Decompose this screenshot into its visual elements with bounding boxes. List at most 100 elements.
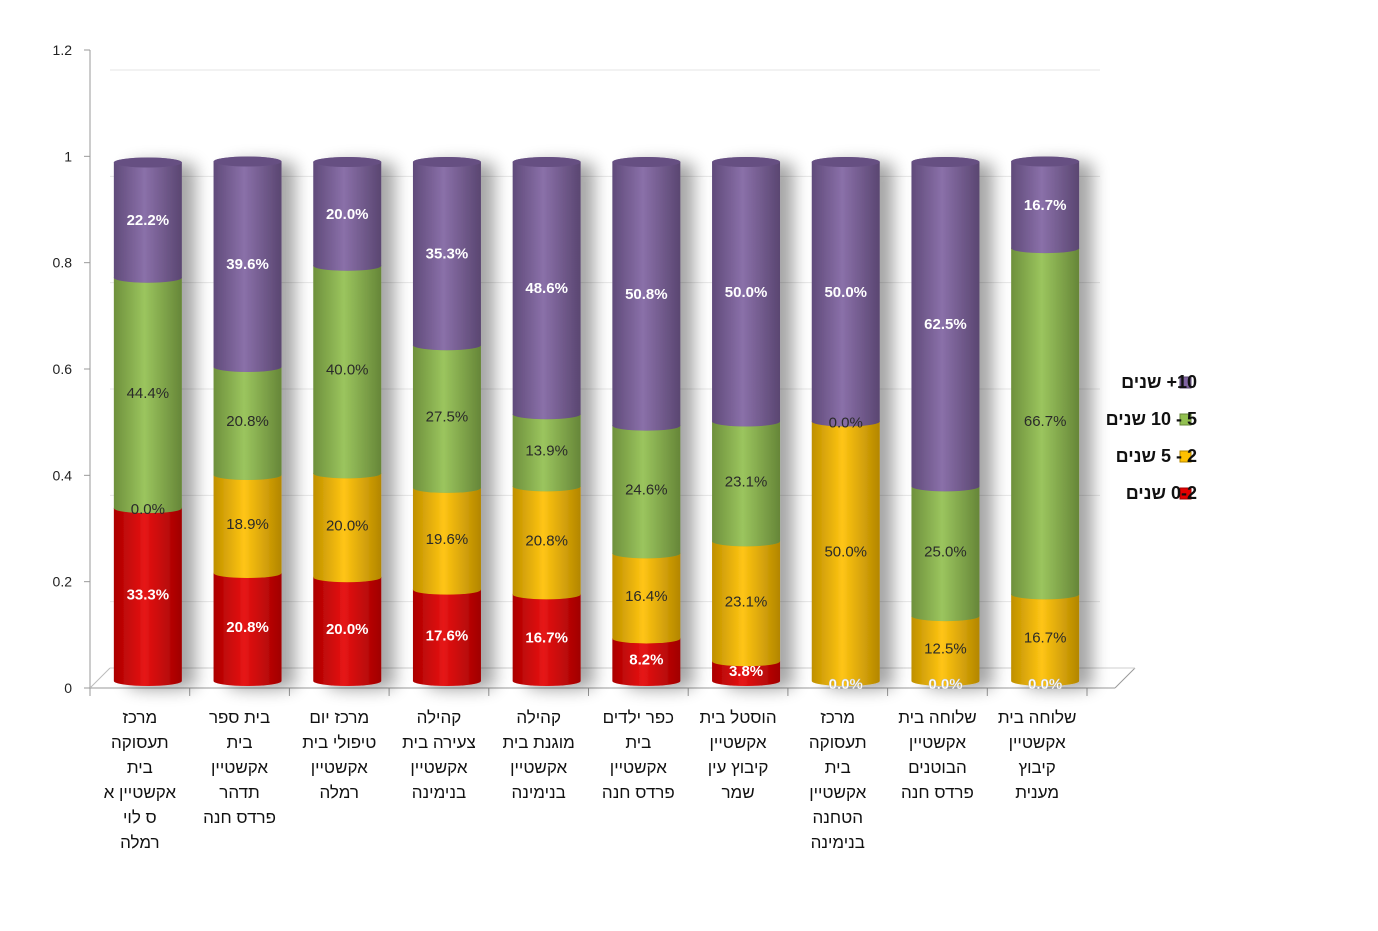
category-label-line: קהילה [516, 708, 561, 727]
bar-stack [512, 157, 581, 686]
category-label: הוסטל בית אקשטיין קיבוץ עין שמר [699, 708, 776, 802]
data-label: 23.1% [725, 593, 768, 610]
data-label: 16.4% [625, 588, 668, 605]
category-label: קהילה מוגנת בית אקשטיין בנימינה [502, 708, 574, 802]
category-label: מרכז יום טיפולי בית אקשטיין רמלה [302, 708, 376, 802]
bar-stack [712, 157, 781, 686]
data-label: 48.6% [525, 280, 568, 297]
bar-stack [113, 157, 182, 687]
data-label: 16.7% [525, 630, 568, 647]
legend-label: 2 - 5 שנים [1116, 446, 1197, 466]
bar-segment-body [712, 661, 781, 686]
bar-segment-body [313, 162, 382, 271]
category-label-line: בית [625, 733, 651, 752]
data-label: 16.7% [1024, 197, 1067, 214]
category-label: קהילה צעירה בית אקשטיין בנימינה [402, 708, 476, 802]
bar-stack [412, 157, 481, 686]
bar-segment-body [1011, 594, 1080, 686]
data-label: 62.5% [924, 316, 967, 333]
bar-cap [911, 157, 980, 167]
y-tick-label: 1 [64, 148, 72, 164]
legend-swatch [1179, 376, 1192, 389]
category-label-line: צעירה בית [402, 733, 476, 752]
category-label: שלוחה בית אקשטיין קיבוץ מענית [998, 708, 1077, 802]
category-label-line: בית ספר [209, 708, 270, 727]
data-label: 33.3% [127, 587, 170, 604]
data-label: 35.3% [426, 246, 469, 263]
bar-segment-body [412, 589, 481, 686]
data-labels: 33.3% 0.0% 44.4% 22.2% 20.8% 18.9% 20.8% 39.6% 2… [127, 197, 1067, 693]
category-label-line: אקשטיין [410, 758, 467, 777]
bar-segment-body [911, 162, 980, 492]
category-label-line: בית [127, 758, 153, 777]
bar-stack [213, 156, 282, 686]
bar-segment-body [712, 421, 781, 547]
legend-label: 0-2 שנים [1126, 483, 1197, 503]
bar-segment-body [612, 425, 681, 559]
data-label: 0.0% [131, 501, 165, 518]
data-label: 24.6% [625, 481, 668, 498]
bar-segment-body [911, 486, 980, 622]
category-label-line: אקשטיין [311, 758, 368, 777]
legend-item: 0-2 שנים [1126, 483, 1197, 503]
data-label: 20.8% [226, 619, 269, 636]
category-label-line: פרדס חנה [203, 808, 276, 827]
data-label: 19.6% [426, 531, 469, 548]
category-label-line: הבוטנים [908, 758, 967, 777]
data-label: 27.5% [426, 409, 469, 426]
data-label: 23.1% [725, 473, 768, 490]
legend-item: 10+ שנים [1121, 372, 1197, 392]
bar-segment-body [213, 161, 282, 373]
category-label-line: שלוחה בית [898, 708, 977, 727]
category-label-line: תדהר [219, 783, 260, 802]
data-label: 20.8% [525, 532, 568, 549]
y-tick-label: 0.6 [53, 361, 73, 377]
data-label: 0.0% [1028, 676, 1062, 693]
legend: 10+ שנים 5 - 10 שנים 2 - 5 שנים 0-2 שנים [1106, 372, 1197, 503]
x-axis-depth-line [1114, 667, 1136, 689]
y-tick-label: 0.4 [53, 467, 73, 483]
category-label-line: בית [825, 758, 851, 777]
data-label: 40.0% [326, 362, 369, 379]
bar-stack [313, 157, 382, 686]
data-label: 25.0% [924, 543, 967, 560]
bar-segment-body [412, 487, 481, 595]
data-label: 20.0% [326, 517, 369, 534]
bar-cap [213, 156, 282, 167]
data-label: 22.2% [127, 212, 170, 229]
data-label: 20.0% [326, 206, 369, 223]
data-label: 44.4% [127, 385, 170, 402]
data-label: 18.9% [226, 516, 269, 533]
data-label: 8.2% [629, 652, 663, 669]
category-label-line: תעסוקה [111, 733, 169, 752]
category-label-line: רמלה [319, 783, 359, 802]
bar-segment-body [512, 414, 581, 492]
category-label-line: תעסוקה [809, 733, 867, 752]
bar-cap [612, 157, 681, 167]
category-label-line: הטחנה [813, 808, 863, 827]
data-label: 16.7% [1024, 630, 1067, 647]
category-label-line: שלוחה בית [998, 708, 1077, 727]
bar-segment-body [512, 162, 581, 420]
bar-segment-body [313, 265, 382, 479]
category-label: בית ספר בית אקשטיין תדהר פרדס חנה [203, 708, 276, 827]
data-label: 50.8% [625, 286, 668, 303]
data-label: 0.0% [829, 415, 863, 432]
bar-segment-body [1011, 161, 1080, 254]
y-tick-label: 1.2 [53, 42, 73, 58]
data-label: 20.0% [326, 621, 369, 638]
data-label: 50.0% [824, 284, 867, 301]
category-label-line: אקשטיין [211, 758, 268, 777]
bar-segment-body [712, 541, 781, 667]
bar-segment-body [811, 162, 880, 427]
category-label: מרכז תעסוקה בית אקשטיין א ס לוי רמלה [104, 708, 177, 852]
bar-segment-body [113, 162, 182, 283]
data-label: 39.6% [226, 256, 269, 273]
category-label-line: אקשטיין א [104, 783, 177, 802]
category-label-line: מרכז יום [309, 708, 369, 727]
category-label-line: מענית [1015, 783, 1059, 802]
data-label: 13.9% [525, 442, 568, 459]
bars [113, 156, 1080, 687]
category-label-line: כפר ילדים [603, 708, 675, 727]
bar-stack [612, 157, 681, 686]
